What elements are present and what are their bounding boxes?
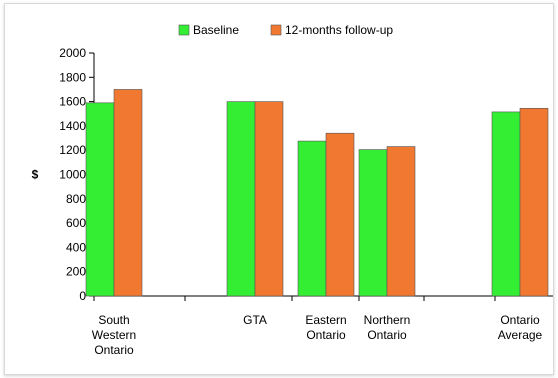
y-tick-label: 1000 xyxy=(59,168,86,182)
y-tick-label: 0 xyxy=(79,289,86,303)
bar-baseline xyxy=(85,102,115,297)
legend-swatch xyxy=(270,24,282,36)
y-tick-label: 1600 xyxy=(59,95,86,109)
legend-label: Baseline xyxy=(193,23,239,37)
bar-baseline xyxy=(297,140,327,297)
legend-swatch xyxy=(178,24,190,36)
bars xyxy=(85,89,549,297)
x-tick-label: Northern xyxy=(364,313,411,327)
y-tick-label: 1400 xyxy=(59,119,86,133)
bar-followup xyxy=(519,107,549,297)
y-tick-label: 400 xyxy=(66,240,86,254)
x-tick-label: Ontario xyxy=(94,343,134,357)
y-tick-label: 600 xyxy=(66,216,86,230)
bar-followup xyxy=(254,101,284,297)
y-tick-label: 1800 xyxy=(59,70,86,84)
x-tick-label: Eastern xyxy=(305,313,346,327)
x-tick-label: Ontario xyxy=(367,328,407,342)
y-tick-label: 800 xyxy=(66,192,86,206)
chart-frame: Baseline 12-months follow-up 0 200 400 600 80… xyxy=(4,3,554,375)
legend-label: 12-months follow-up xyxy=(285,23,393,37)
y-axis: 0 200 400 600 800 1000 1200 1400 1600 1800 2000 $ xyxy=(32,46,95,303)
y-tick-label: 1200 xyxy=(59,143,86,157)
legend: Baseline 12-months follow-up xyxy=(178,23,393,37)
x-tick-label: Ontario xyxy=(306,328,346,342)
x-tick-label: GTA xyxy=(243,313,267,327)
y-tick-label: 200 xyxy=(66,265,86,279)
y-tick-label: 2000 xyxy=(59,46,86,60)
bar-followup xyxy=(113,89,143,297)
x-tick-label: Average xyxy=(498,328,543,342)
y-axis-title: $ xyxy=(32,168,39,182)
bar-baseline xyxy=(491,111,521,297)
x-tick-label: Ontario xyxy=(500,313,540,327)
x-tick-label: South xyxy=(98,313,129,327)
bar-followup xyxy=(325,132,355,297)
x-tick-label: Western xyxy=(92,328,136,342)
bar-chart: Baseline 12-months follow-up 0 200 400 600 80… xyxy=(32,23,553,357)
bar-followup xyxy=(386,146,416,297)
bar-baseline xyxy=(226,101,256,297)
bar-baseline xyxy=(358,149,388,297)
